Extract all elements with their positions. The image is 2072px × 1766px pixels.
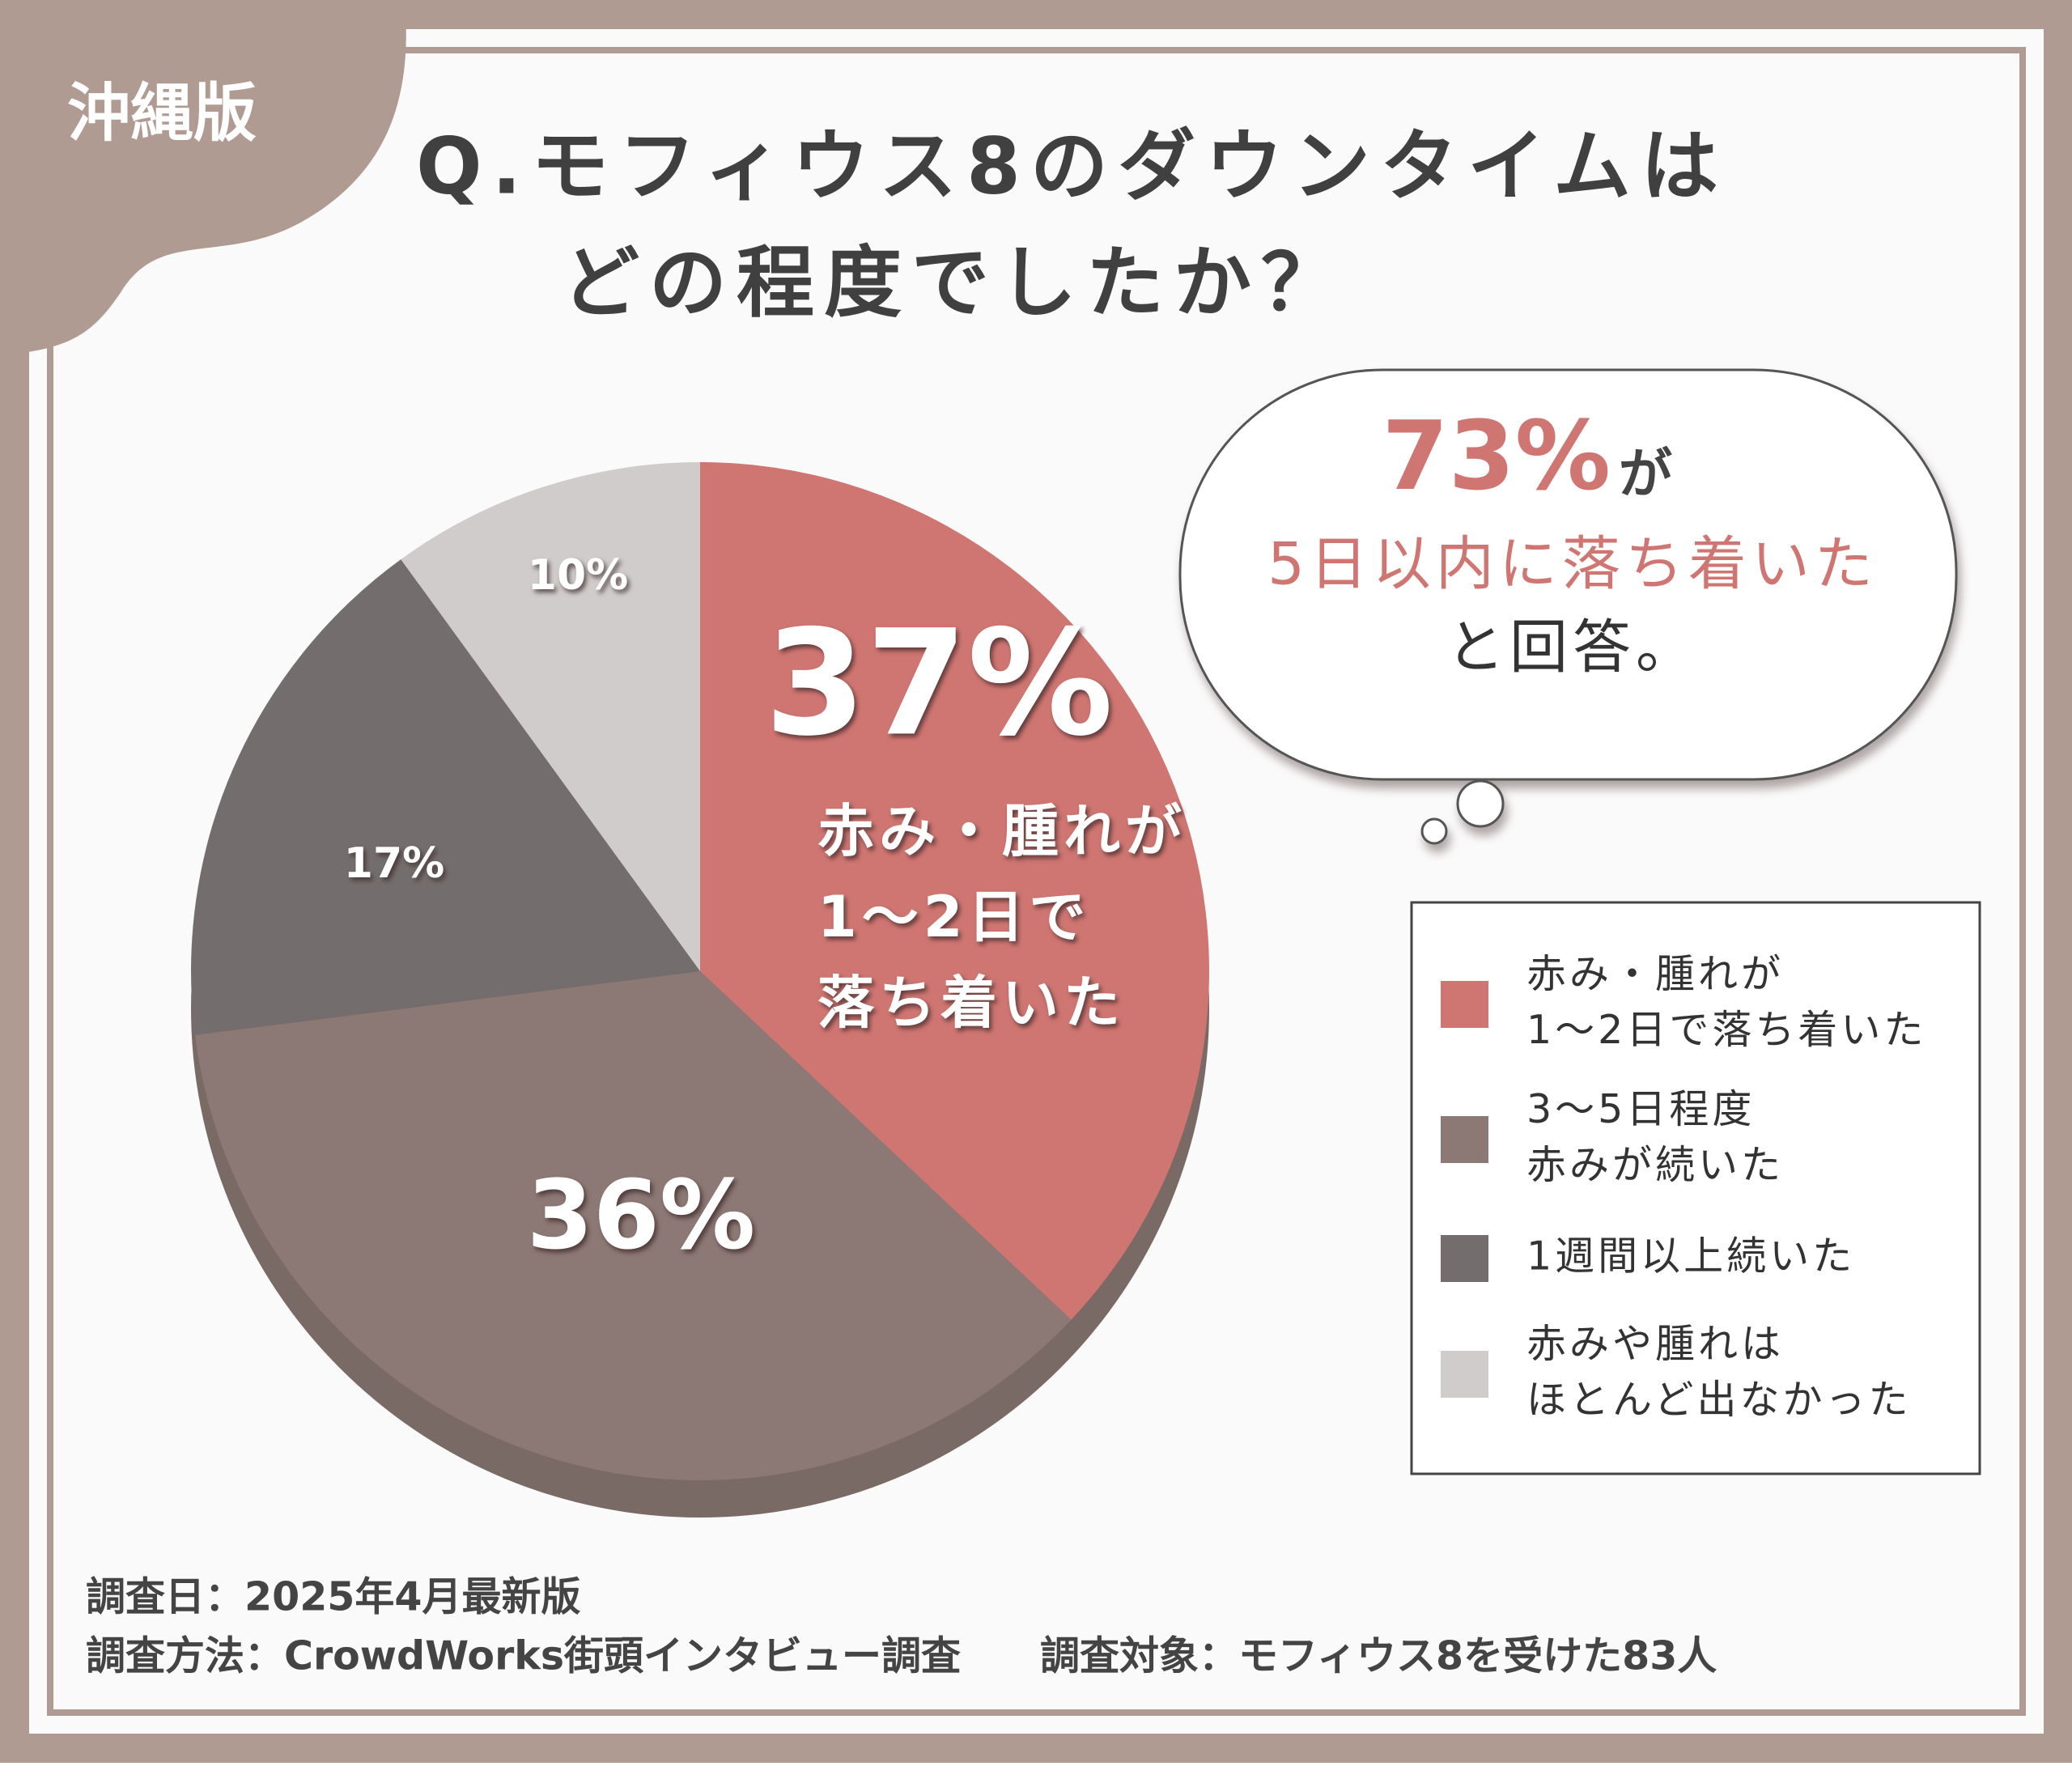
footer-text: 調査日：2025年4月最新版 (86, 1574, 580, 1620)
callout-highlight: 73% (1382, 400, 1611, 512)
legend-label: ほとんど出なかった (1526, 1377, 1912, 1423)
callout-text: が (1619, 443, 1672, 505)
title-line: Q.モフィウス8のダウンタイムは (416, 121, 1728, 211)
callout (1178, 368, 1958, 845)
legend-swatch (1441, 1235, 1488, 1282)
legend-label: 赤み・腫れが (1526, 951, 1784, 997)
slice-note: 落ち着いた (817, 970, 1125, 1036)
badge-shape (0, 0, 406, 356)
pie-slice (190, 559, 700, 1035)
legend-label: 3〜5日程度 (1526, 1086, 1755, 1132)
callout-bubble (1178, 368, 1958, 781)
slice-label: 37% (765, 599, 1114, 768)
inner-border (47, 47, 2026, 1716)
footer-text: 調査方法：CrowdWorks街頭インタビュー調査 (86, 1633, 961, 1679)
pie-slice (700, 462, 1209, 1320)
badge-text: 沖縄版 (67, 77, 257, 150)
slice-label: 17% (344, 839, 444, 888)
callout-text: 5日以内に落ち着いた (1267, 530, 1878, 598)
callout-dot (1420, 817, 1448, 845)
pie-slice (194, 971, 1072, 1480)
legend-label: 1〜2日で落ち着いた (1526, 1007, 1926, 1053)
legend-label: 1週間以上続いた (1526, 1233, 1855, 1280)
slice-label: 10% (528, 551, 628, 600)
slice-note: 1〜2日で (817, 884, 1090, 950)
slice-note: 赤み・腫れが (817, 798, 1187, 864)
legend-box (1410, 901, 1981, 1475)
legend-swatch (1441, 981, 1488, 1028)
callout-dot (1456, 779, 1505, 828)
legend-label: 赤みが続いた (1526, 1142, 1784, 1188)
footer-text: 調査対象：モフィウス8を受けた83人 (1040, 1633, 1717, 1679)
legend-label: 赤みや腫れは (1526, 1321, 1784, 1367)
slice-label: 36% (527, 1159, 755, 1271)
pie (190, 462, 1209, 1518)
pie-slice (401, 462, 700, 971)
title-line: どの程度でしたか？ (562, 237, 1348, 328)
legend-swatch (1441, 1116, 1488, 1163)
legend-swatch (1441, 1351, 1488, 1398)
callout-text: と回答。 (1446, 613, 1699, 681)
